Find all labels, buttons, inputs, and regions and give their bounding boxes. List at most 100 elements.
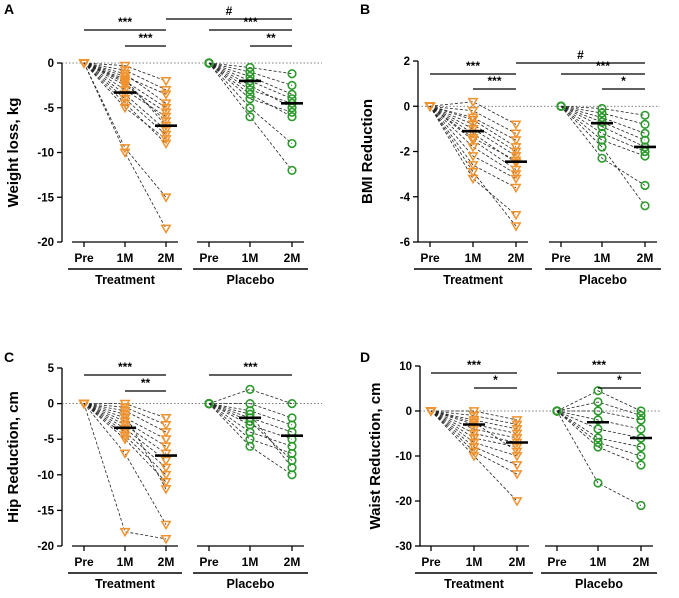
data-point-triangle	[467, 143, 479, 153]
x-tick-label: Pre	[421, 555, 441, 569]
series-treatment	[424, 97, 527, 232]
data-point-circle	[287, 463, 297, 473]
data-point-circle	[597, 153, 607, 163]
subject-trajectory-line	[83, 62, 167, 229]
subject-trajectory-line	[83, 62, 167, 82]
data-point-triangle	[119, 75, 131, 85]
data-point-triangle	[160, 90, 172, 100]
data-point-circle	[640, 151, 650, 161]
subject-trajectory-line	[83, 62, 167, 126]
data-point-triangle	[160, 449, 172, 459]
subject-trajectory-line	[430, 410, 518, 443]
series-treatment	[78, 59, 177, 235]
data-point-triangle	[424, 102, 436, 112]
data-point-triangle	[511, 470, 523, 480]
y-tick-label: 0	[48, 399, 54, 411]
data-point-circle	[593, 386, 603, 396]
subject-trajectory-line	[208, 388, 293, 404]
data-point-triangle	[119, 94, 131, 105]
y-tick-label: 2	[404, 56, 410, 68]
subject-trajectory-line	[429, 105, 517, 134]
x-tick-label: Pre	[74, 251, 94, 265]
data-point-triangle	[160, 85, 172, 96]
subject-trajectory-line	[83, 62, 167, 198]
data-point-triangle	[160, 130, 172, 141]
data-point-triangle	[119, 99, 131, 109]
subject-trajectory-line	[556, 401, 642, 416]
data-point-circle	[640, 135, 650, 145]
data-point-triangle	[160, 126, 172, 136]
x-tick-label: 2M	[637, 251, 654, 265]
y-tick-label: 0	[404, 101, 410, 113]
data-point-triangle	[468, 429, 480, 439]
data-point-triangle	[467, 115, 479, 126]
data-point-triangle	[119, 449, 131, 459]
data-point-triangle	[160, 108, 172, 118]
subject-trajectory-line	[83, 403, 167, 447]
group-label: Treatment	[443, 273, 504, 287]
panel-d: D Waist Reduction, cm 10 0 -10 -20 -30 Pre 1M 2M P…	[360, 349, 660, 591]
subject-trajectory-line	[560, 105, 646, 141]
x-tick-label: 2M	[158, 555, 175, 569]
subject-trajectory-line	[429, 106, 517, 216]
data-point-circle	[287, 165, 297, 175]
data-point-triangle	[119, 144, 131, 154]
data-point-triangle	[468, 438, 480, 448]
data-point-triangle	[160, 421, 172, 431]
y-tick-label: -10	[37, 148, 54, 160]
data-point-triangle	[468, 416, 480, 426]
data-point-circle	[597, 103, 607, 114]
significance-label: #	[226, 4, 233, 18]
subject-trajectory-line	[83, 403, 167, 525]
subject-trajectory-line	[560, 105, 646, 207]
subject-trajectory-line	[83, 62, 167, 135]
data-point-circle	[640, 110, 650, 120]
y-tick-label: -20	[37, 541, 54, 553]
y-tick-label: -6	[400, 237, 410, 249]
group-label: Placebo	[227, 273, 275, 287]
data-point-triangle	[510, 222, 522, 232]
data-point-circle	[597, 135, 607, 145]
significance-label: *	[493, 373, 498, 387]
y-axis-label: Hip Reduction, cm	[5, 391, 22, 523]
subject-trajectory-line	[83, 62, 167, 109]
group-label: Placebo	[227, 577, 275, 591]
data-point-triangle	[511, 497, 523, 507]
data-point-circle	[636, 406, 646, 416]
data-point-circle	[287, 112, 297, 122]
data-point-circle	[640, 128, 650, 138]
data-point-circle	[287, 107, 297, 117]
data-point-triangle	[467, 152, 479, 162]
data-point-triangle	[467, 97, 479, 108]
data-point-circle	[204, 399, 214, 409]
data-point-triangle	[119, 103, 131, 114]
data-point-triangle	[78, 399, 90, 410]
data-point-circle	[287, 80, 297, 90]
subject-trajectory-line	[208, 403, 293, 461]
data-point-circle	[245, 85, 255, 95]
series-treatment	[425, 407, 528, 507]
x-tick-label: Pre	[551, 251, 571, 265]
data-point-triangle	[468, 447, 480, 457]
data-point-triangle	[160, 193, 172, 203]
data-point-triangle	[467, 106, 479, 117]
data-point-triangle	[119, 90, 131, 100]
x-tick-label: Pre	[547, 555, 567, 569]
data-point-triangle	[78, 59, 90, 69]
data-point-triangle	[119, 435, 131, 445]
y-tick-label: 10	[399, 361, 412, 373]
data-point-triangle	[510, 174, 522, 185]
significance-label: *	[617, 373, 622, 387]
data-point-triangle	[468, 443, 480, 453]
panel-letter: D	[360, 349, 370, 365]
panel-c: C Hip Reduction, cm 5 0 -5 -10 -15 -20 Pre 1M 2M Pr…	[4, 349, 322, 591]
series-placebo	[552, 386, 652, 511]
data-point-triangle	[510, 143, 522, 153]
subject-trajectory-line	[430, 410, 518, 425]
data-point-circle	[593, 406, 603, 416]
group-label: Treatment	[444, 577, 505, 591]
data-point-triangle	[119, 78, 131, 89]
significance-label: ***	[243, 15, 257, 29]
data-point-triangle	[119, 72, 131, 82]
x-tick-label: Pre	[420, 251, 440, 265]
